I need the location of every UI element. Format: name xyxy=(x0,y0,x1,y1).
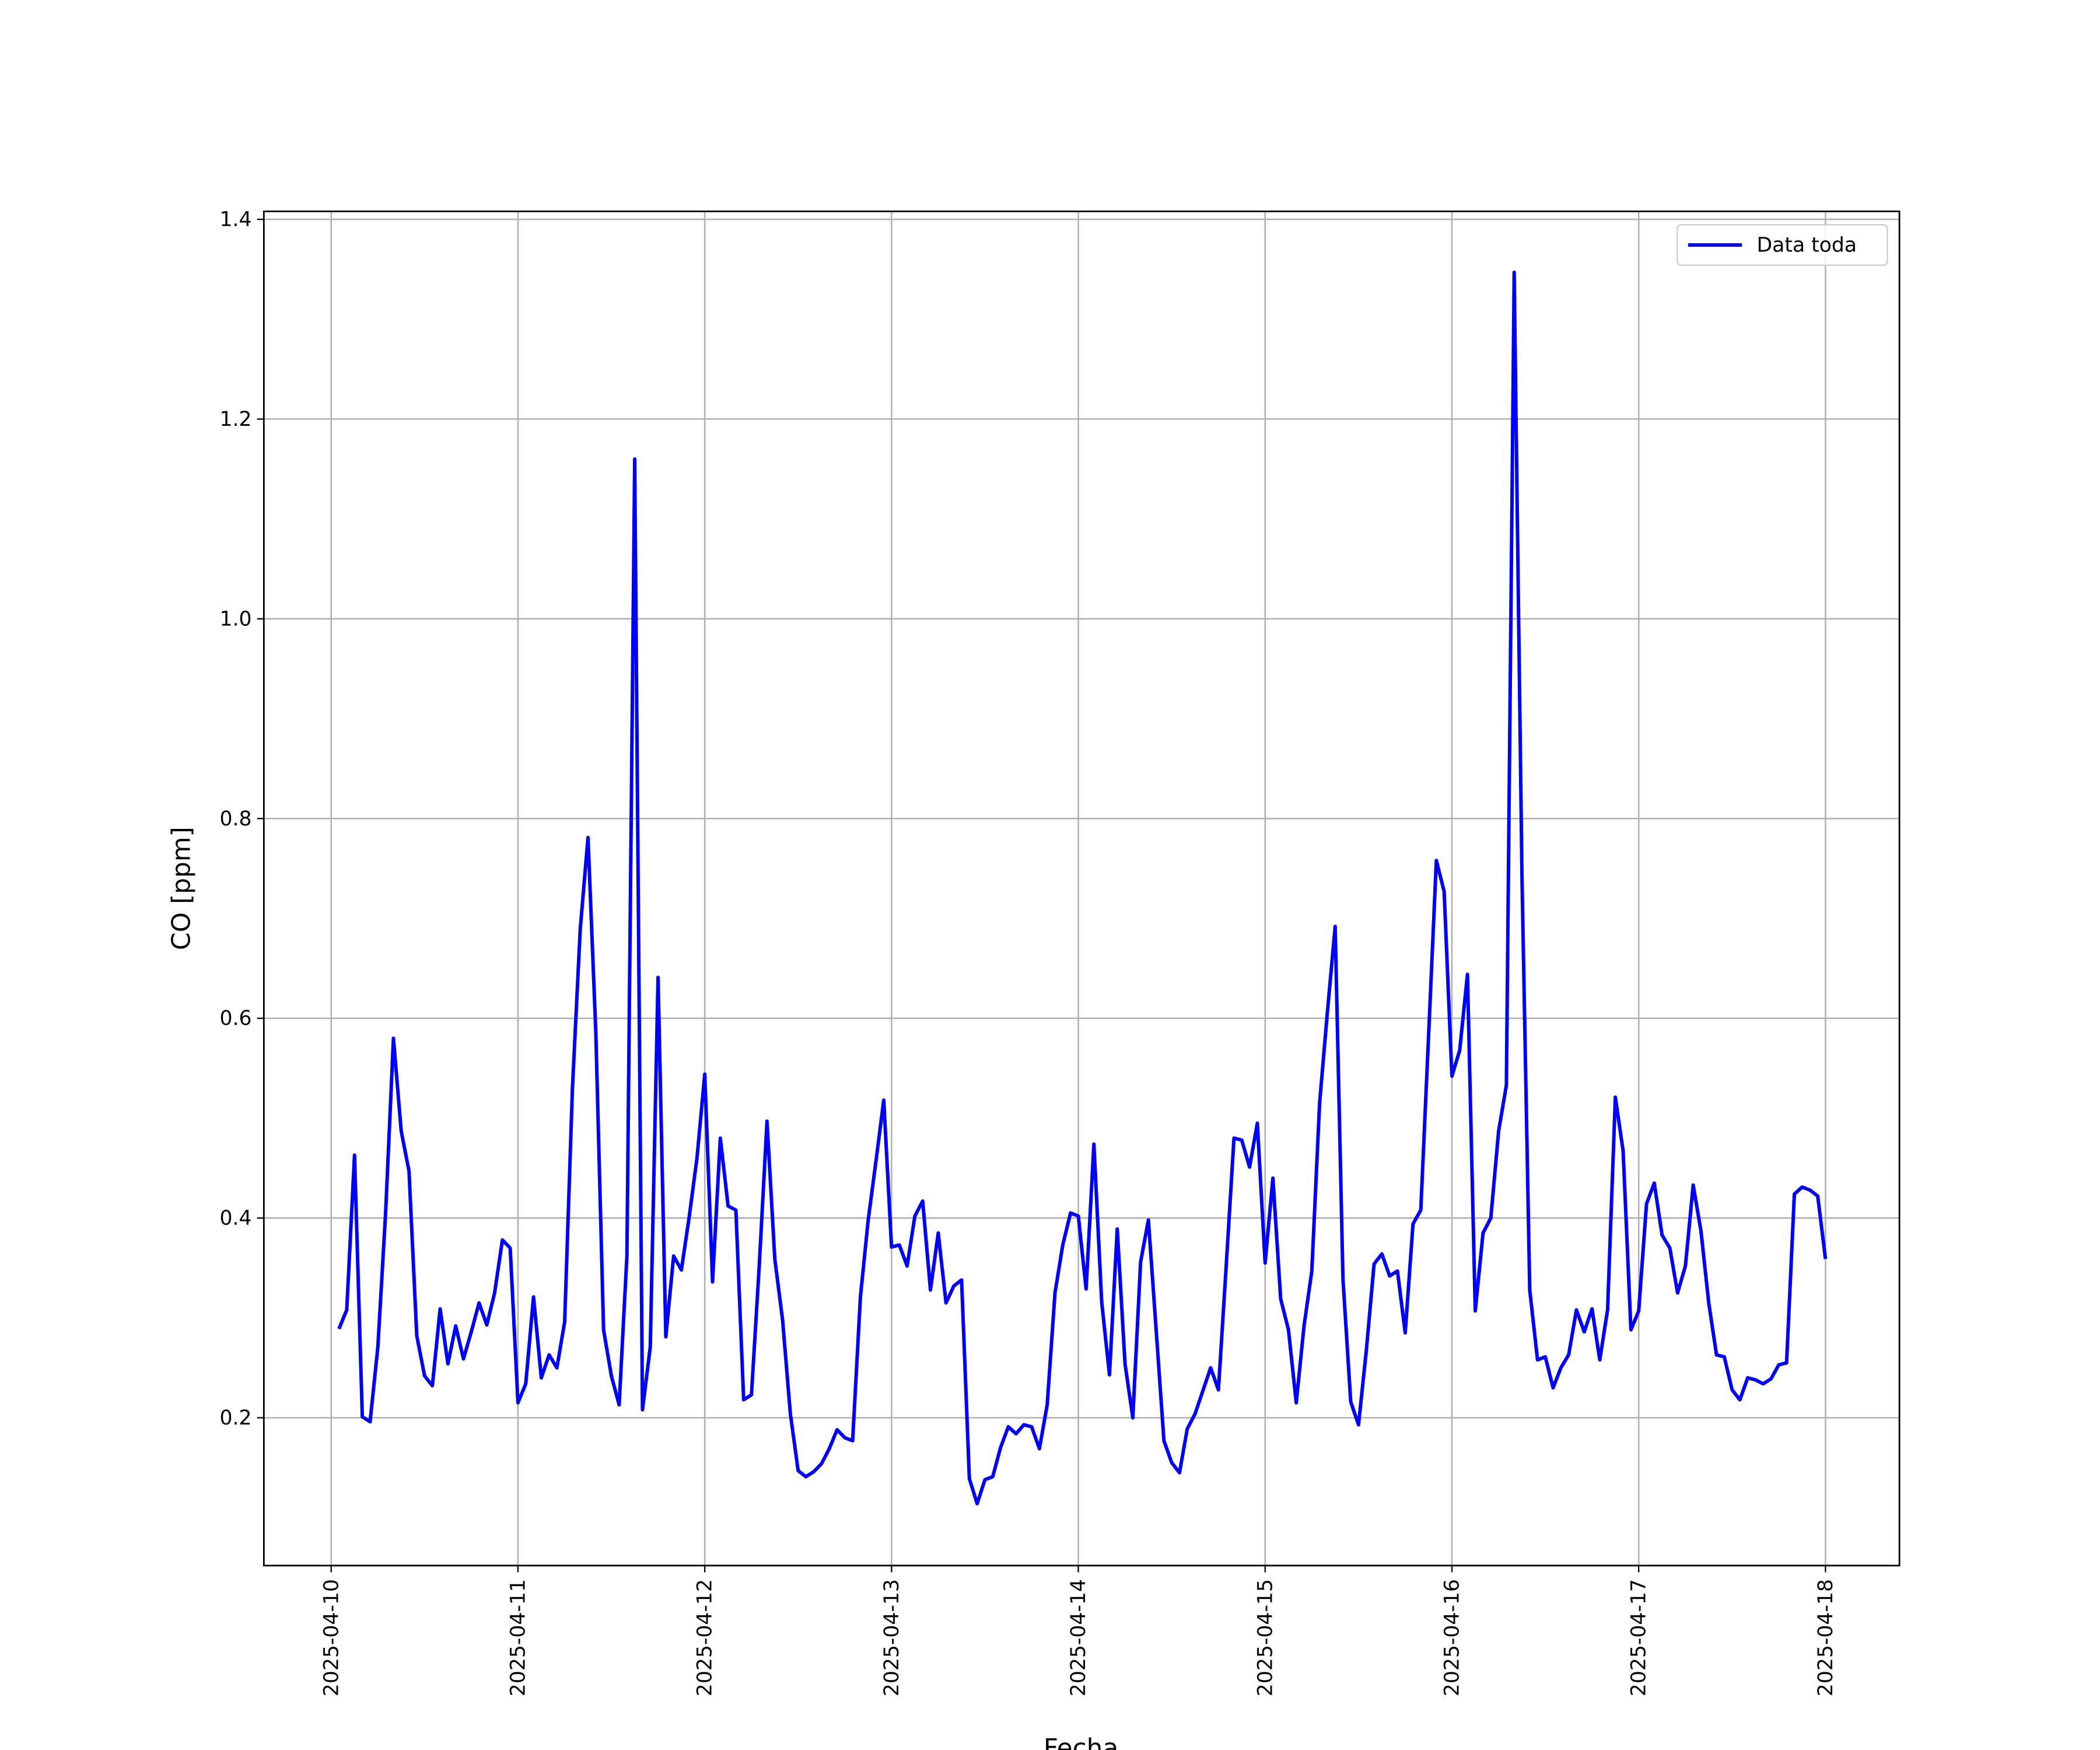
data-line xyxy=(337,270,1828,1506)
legend: Data toda xyxy=(1676,224,1888,266)
y-tick-label: 0.8 xyxy=(219,807,251,831)
y-tick-label: 1.0 xyxy=(219,607,251,631)
y-tick-label: 1.4 xyxy=(219,208,251,232)
x-axis-label: Fecha xyxy=(1044,1734,1119,1750)
plot xyxy=(337,270,1828,1506)
x-tick-label: 2025-04-17 xyxy=(1628,1579,1651,1696)
y-tick-label: 0.2 xyxy=(219,1406,251,1430)
x-tick-label: 2025-04-12 xyxy=(694,1579,717,1696)
x-tick-label: 2025-04-13 xyxy=(880,1579,904,1696)
x-tick-label: 2025-04-16 xyxy=(1441,1579,1464,1696)
y-tick-label: 1.2 xyxy=(219,408,251,431)
ticks: 0.2 0.4 0.6 0.8 1.0 1.2 1.4 2025-04-10 2025-04-1… xyxy=(219,208,1837,1697)
grid xyxy=(264,211,1900,1566)
y-axis-label: CO [ppm] xyxy=(166,827,196,950)
x-tick-label: 2025-04-10 xyxy=(320,1579,343,1696)
x-tick-label: 2025-04-14 xyxy=(1067,1579,1090,1696)
legend-label: Data toda xyxy=(1757,234,1857,257)
legend-box xyxy=(1676,224,1888,266)
y-tick-label: 0.6 xyxy=(219,1007,251,1030)
y-tick-label: 0.4 xyxy=(219,1207,251,1230)
x-tick-label: 2025-04-18 xyxy=(1814,1579,1838,1696)
x-tick-label: 2025-04-15 xyxy=(1254,1579,1277,1696)
axes-frame xyxy=(262,210,1901,1567)
x-tick-label: 2025-04-11 xyxy=(506,1579,530,1696)
